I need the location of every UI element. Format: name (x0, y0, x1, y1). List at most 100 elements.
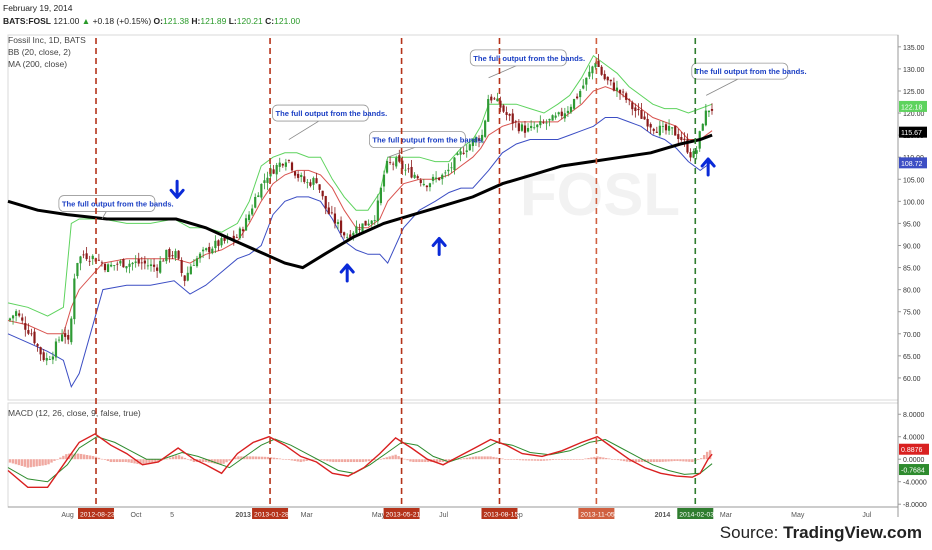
event-marker-label: 2013-08-15 (483, 512, 518, 519)
macd-histogram-bar (133, 459, 136, 464)
event-marker-badge (252, 508, 289, 519)
macd-histogram-bar (198, 459, 202, 463)
macd-histogram-bar (263, 456, 267, 460)
macd-histogram-bar (667, 459, 670, 462)
macd-histogram-bar (174, 455, 178, 460)
macd-histogram-bar (483, 456, 486, 460)
macd-histogram-bar (252, 456, 255, 460)
macd-histogram-bar (302, 459, 305, 462)
macd-histogram-bar (658, 459, 661, 463)
candle-down (502, 105, 505, 112)
macd-histogram-bar (287, 459, 291, 460)
candle-up (257, 195, 260, 198)
candle-up (131, 262, 134, 265)
indicator-ma[interactable]: MA (200, close) (8, 59, 68, 69)
candle-down (609, 79, 612, 82)
header-open-label: O: (153, 16, 163, 26)
macd-histogram-bar (349, 459, 353, 463)
event-marker-label: 2013-01-28 (254, 512, 289, 519)
candle-up (658, 125, 661, 136)
candle-up (667, 125, 671, 131)
macd-histogram-bar (685, 459, 688, 462)
macd-histogram-bar (219, 459, 222, 465)
candle-up (453, 157, 456, 171)
candle-down (652, 128, 655, 131)
candle-down (612, 82, 615, 91)
candle-up (530, 125, 533, 128)
candle-down (217, 240, 220, 246)
candle-down (24, 323, 27, 330)
macd-histogram-bar (581, 459, 584, 460)
header-open: 121.38 (163, 16, 189, 26)
macd-histogram-bar (171, 456, 175, 460)
macd-histogram-bar (314, 459, 317, 460)
macd-histogram-bar (329, 459, 332, 462)
macd-histogram-bar (154, 459, 157, 463)
macd-histogram-bar (260, 456, 264, 460)
macd-histogram-bar (441, 459, 445, 463)
candle-down (646, 118, 649, 127)
event-marker-label: 2013-05-21 (386, 512, 421, 519)
candle-down (97, 259, 100, 261)
candle-up (585, 77, 588, 85)
candle-up (594, 62, 597, 68)
annotation-pointer (705, 77, 740, 96)
candle-down (664, 124, 668, 131)
candle-down (401, 160, 404, 170)
candle-up (539, 121, 542, 126)
event-marker-label: 2013-11-05 (580, 512, 614, 519)
candle-down (303, 176, 306, 182)
candle-up (57, 339, 61, 341)
candle-up (254, 196, 257, 208)
macd-histogram-bar (397, 456, 400, 460)
macd-histogram-bar (474, 456, 477, 460)
macd-histogram-bar (305, 459, 308, 461)
macd-histogram-bar (82, 454, 86, 460)
macd-histogram-bar (519, 459, 522, 461)
indicator-macd[interactable]: MACD (12, 26, close, 9, false, true) (8, 408, 141, 418)
candle-down (398, 155, 401, 162)
price-tick-label: 85.00 (903, 266, 921, 273)
macd-histogram-bar (661, 459, 664, 462)
macd-histogram-bar (341, 459, 344, 463)
macd-histogram-bar (444, 459, 448, 462)
macd-histogram-bar (394, 454, 397, 460)
indicator-title[interactable]: Fossil Inc, 1D, BATS (8, 35, 86, 45)
time-tick-label: Aug (61, 512, 74, 519)
candle-up (266, 177, 269, 183)
candle-down (177, 250, 180, 259)
header-date: February 19, 2014 (3, 3, 73, 13)
candle-down (293, 171, 297, 176)
macd-histogram-bar (700, 458, 703, 460)
annotation-bubble (691, 62, 789, 80)
candle-down (232, 235, 235, 240)
price-tick-label: 125.00 (903, 89, 925, 96)
candle-down (490, 96, 493, 101)
candle-down (330, 212, 333, 214)
indicator-bb[interactable]: BB (20, close, 2) (8, 47, 71, 57)
macd-histogram-bar (616, 459, 620, 461)
candle-up (459, 151, 462, 155)
candle-down (272, 169, 275, 174)
macd-histogram-bar (542, 459, 546, 461)
price-tick-label: 80.00 (903, 288, 921, 295)
candle-down (116, 263, 119, 265)
candle-down (677, 134, 680, 140)
macd-histogram-bar (560, 459, 563, 460)
macd-histogram-bar (438, 459, 442, 463)
macd-histogram-bar (409, 459, 412, 462)
candle-up (496, 98, 499, 102)
candle-down (640, 110, 643, 119)
macd-histogram-bar (103, 459, 107, 460)
candle-up (79, 256, 82, 264)
up-arrow-icon: ▲ (81, 16, 91, 26)
candle-up (220, 238, 223, 246)
candle-up (557, 112, 560, 115)
candle-down (425, 185, 428, 188)
candle-down (18, 313, 21, 316)
candle-up (563, 113, 566, 119)
macd-histogram-bar (412, 459, 415, 463)
macd-histogram-bar (355, 459, 359, 463)
candle-up (189, 266, 192, 275)
